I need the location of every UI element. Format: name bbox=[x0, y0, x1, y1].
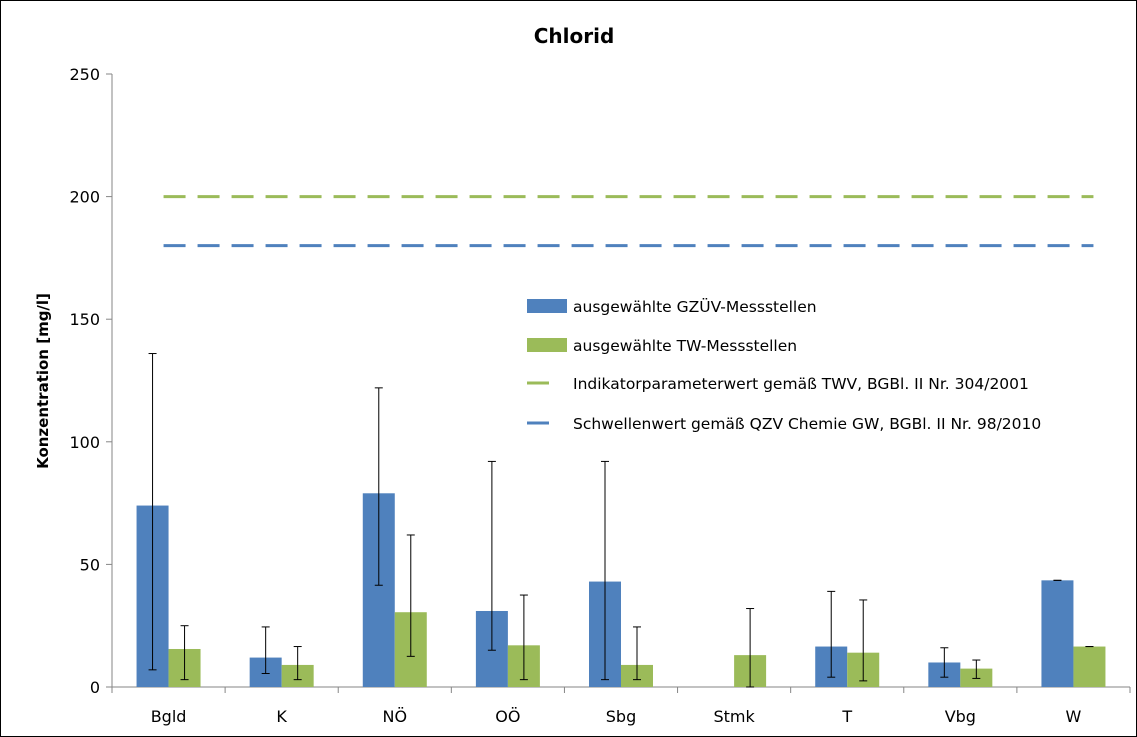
bar-gzuev bbox=[1041, 580, 1074, 687]
y-tick-label: 50 bbox=[80, 555, 100, 574]
x-tick-label: Sbg bbox=[606, 707, 636, 726]
chart-title: Chlorid bbox=[534, 24, 615, 48]
x-tick-label: T bbox=[841, 707, 852, 726]
y-tick-label: 100 bbox=[69, 433, 100, 452]
plot-area: 0 50 100 150 200 250 Bgld K NÖ OÖ Sbg Stmk T Vbg Wausg… bbox=[69, 65, 1131, 726]
legend-swatch bbox=[527, 299, 567, 313]
x-tick-label: NÖ bbox=[382, 707, 407, 726]
y-tick-label: 0 bbox=[90, 678, 100, 697]
x-tick-label: OÖ bbox=[495, 707, 520, 726]
legend-label: Indikatorparameterwert gemäß TWV, BGBl. … bbox=[573, 375, 1029, 393]
x-tick-label: W bbox=[1066, 707, 1082, 726]
y-tick-label: 150 bbox=[69, 310, 100, 329]
x-tick-label: Vbg bbox=[945, 707, 976, 726]
y-axis-label: Konzentration [mg/l] bbox=[34, 293, 52, 469]
bar-tw bbox=[1073, 646, 1106, 687]
legend-label: Schwellenwert gemäß QZV Chemie GW, BGBl.… bbox=[573, 415, 1041, 433]
legend-label: ausgewählte TW-Messstellen bbox=[573, 337, 797, 355]
x-tick-label: K bbox=[276, 707, 287, 726]
x-tick-label: Bgld bbox=[151, 707, 187, 726]
legend: ausgewählte GZÜV-Messstellen ausgewählte … bbox=[527, 297, 1041, 433]
legend-label: ausgewählte GZÜV-Messstellen bbox=[573, 297, 817, 316]
y-tick-label: 200 bbox=[69, 188, 100, 207]
y-tick-label: 250 bbox=[69, 65, 100, 84]
legend-swatch bbox=[527, 338, 567, 352]
x-tick-label: Stmk bbox=[713, 707, 755, 726]
